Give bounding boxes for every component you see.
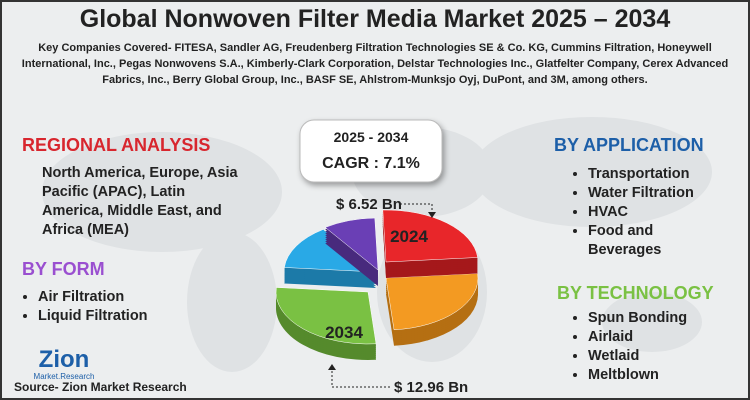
year-2034: 2034: [325, 323, 363, 342]
regional-text: North America, Europe, Asia Pacific (APA…: [42, 165, 238, 238]
list-item: Water Filtration: [588, 184, 738, 203]
arrow: [400, 203, 433, 214]
title: Global Nonwoven Filter Media Market 2025…: [79, 5, 671, 33]
arrow: [331, 368, 390, 388]
technology-list: Spun Bonding Airlaid Wetlaid Meltblown: [568, 309, 687, 385]
section-title: BY TECHNOLOGY: [557, 283, 714, 303]
pie-slice: [275, 287, 377, 345]
pie-slice: [385, 273, 479, 331]
application-list: Transportation Water Filtration HVAC Foo…: [568, 165, 738, 260]
year-2024: 2024: [390, 227, 428, 246]
section-title: BY APPLICATION: [554, 135, 704, 155]
cagr-label: CAGR : 7.1%: [322, 155, 420, 172]
form-list: Air Filtration Liquid Filtration: [18, 288, 148, 326]
logo-name: Zion: [39, 346, 90, 373]
value-2034: $ 12.96 Bn: [394, 379, 468, 396]
pie-graphic: [275, 209, 479, 360]
section-title: REGIONAL ANALYSIS: [22, 135, 211, 155]
list-item: HVAC: [588, 203, 738, 222]
cagr-box: [299, 119, 443, 183]
list-item: Airlaid: [588, 328, 687, 347]
list-item: Air Filtration: [38, 288, 148, 307]
value-2024: $ 6.52 Bn: [336, 196, 402, 213]
logo-sub: Market.Research: [34, 372, 95, 381]
companies: Key Companies Covered- FITESA, Sandler A…: [21, 42, 729, 86]
section-title: BY FORM: [22, 259, 105, 279]
source: Source- Zion Market Research: [14, 380, 187, 394]
list-item: Spun Bonding: [588, 309, 687, 328]
list-item: Meltblown: [588, 366, 687, 385]
arrow-head: [428, 212, 436, 218]
pie-slice: [382, 209, 478, 263]
arrow-head: [328, 364, 336, 370]
list-item: Wetlaid: [588, 347, 687, 366]
list-item: Liquid Filtration: [38, 307, 148, 326]
list-item: Food and Beverages: [588, 222, 678, 260]
cagr-period: 2025 - 2034: [334, 129, 409, 145]
list-item: Transportation: [588, 165, 738, 184]
pie-slice: [324, 217, 379, 271]
